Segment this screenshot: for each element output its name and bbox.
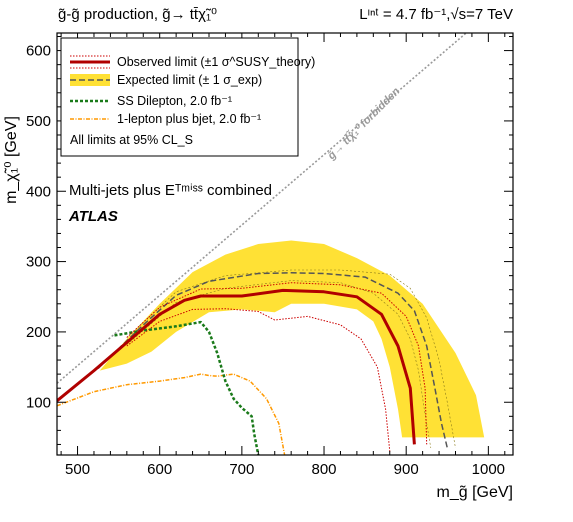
y-tick-label: 400 xyxy=(26,183,51,200)
series-line-observed-0 xyxy=(57,288,416,445)
x-tick-label: 600 xyxy=(147,461,172,478)
x-tick-label: 800 xyxy=(312,461,337,478)
series-line-obs_theory-1 xyxy=(126,282,428,445)
series-line-ssdilepton-6 xyxy=(114,320,260,455)
legend-box xyxy=(60,37,299,157)
y-tick-label: 600 xyxy=(26,43,51,60)
series-line-exp_band-5 xyxy=(126,269,456,449)
kinematic-boundary-line xyxy=(57,33,468,384)
y-tick-label: 100 xyxy=(26,394,51,411)
x-tick-label: 500 xyxy=(65,461,90,478)
y-tick-label: 300 xyxy=(26,254,51,271)
x-tick-label: 1000 xyxy=(472,461,505,478)
plot-frame xyxy=(56,32,514,456)
legend-expected-label: Expected limit (± 1 σ_exp) xyxy=(117,73,262,87)
lumi-label: Lᶦⁿᵗ = 4.7 fb⁻¹,√s=7 TeV xyxy=(359,6,513,23)
series-line-onelepton-7 xyxy=(57,373,286,455)
y-tick-label: 500 xyxy=(26,113,51,130)
legend-observed-label: Observed limit (±1 σ^SUSY_theory) xyxy=(117,55,315,69)
x-tick-label: 900 xyxy=(394,461,419,478)
series-line-obs_theory-2 xyxy=(126,308,391,452)
legend-ssdilepton-label: SS Dilepton, 2.0 fb⁻¹ xyxy=(117,94,232,108)
expected-sigma-band xyxy=(99,240,485,438)
x-axis-title: m_g̃ [GeV] xyxy=(437,484,513,501)
atlas-label: ATLAS xyxy=(68,208,118,225)
legend: Observed limit (±1 σ^SUSY_theory) Expect… xyxy=(60,37,315,157)
x-tick-label: 700 xyxy=(229,461,254,478)
forbidden-label: g̃→ tt̄χ̃₁⁰ forbidden xyxy=(324,84,402,162)
series-line-expected-3 xyxy=(97,272,449,449)
legend-cls-note: All limits at 95% CL_S xyxy=(70,133,193,147)
analysis-label: Multi-jets plus Eᵀᵐⁱˢˢ combined xyxy=(69,182,272,199)
y-axis-title: m_χ̃₁⁰ [GeV] xyxy=(3,116,20,204)
y-tick-label: 200 xyxy=(26,324,51,341)
process-title: g̃-g̃ production, g̃→ tt̄χ̃₁⁰ xyxy=(58,6,217,23)
legend-onelepton-label: 1-lepton plus bjet, 2.0 fb⁻¹ xyxy=(117,112,261,126)
